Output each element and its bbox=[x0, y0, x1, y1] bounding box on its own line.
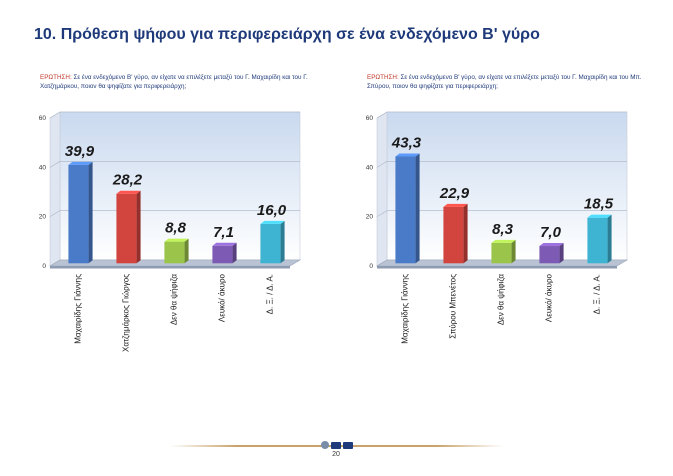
bar-side bbox=[463, 203, 468, 264]
bar-front bbox=[395, 156, 416, 264]
bar-side bbox=[607, 214, 612, 264]
bar-top bbox=[443, 203, 468, 207]
y-tick-label: 0 bbox=[369, 263, 373, 270]
category-label: Δεν θα ψήφιζα bbox=[170, 274, 179, 326]
data-label: 18,5 bbox=[584, 196, 614, 213]
bar-side bbox=[415, 153, 420, 264]
bar-side bbox=[559, 243, 564, 264]
data-label: 8,8 bbox=[165, 220, 187, 237]
bar-front bbox=[68, 164, 89, 264]
bar-top bbox=[68, 161, 93, 165]
bar-top bbox=[260, 220, 285, 224]
gridline bbox=[376, 210, 627, 217]
bar-front bbox=[212, 245, 233, 264]
bar-front bbox=[116, 193, 137, 264]
bar-1 bbox=[68, 161, 93, 264]
question-label: ΕΡΩΤΗΣΗ: bbox=[367, 74, 399, 81]
bar-top bbox=[395, 153, 420, 157]
gridline bbox=[49, 161, 300, 168]
bar-side bbox=[232, 242, 237, 264]
bar-front bbox=[587, 217, 608, 264]
gridline bbox=[49, 111, 300, 119]
bar-top bbox=[491, 239, 516, 243]
page-number: 20 bbox=[332, 451, 340, 458]
bar-2 bbox=[443, 203, 468, 264]
bar-3 bbox=[491, 239, 516, 264]
bar-top bbox=[164, 238, 189, 242]
bar-front bbox=[539, 246, 560, 264]
category-label: Χατζημάρκος Γιώργος bbox=[122, 274, 131, 352]
chart-floor-edge bbox=[50, 266, 290, 269]
bar-chart-right: 0 20 40 60 43,3 Μαχαιρίδης Γιάννης 22,9 Σπύρου … bbox=[366, 111, 629, 344]
bar-top bbox=[116, 190, 141, 194]
bar-top bbox=[212, 242, 237, 246]
category-label: Λευκό/ άκυρο bbox=[218, 273, 227, 322]
bar-side bbox=[88, 161, 93, 264]
data-label: 7,0 bbox=[540, 224, 562, 241]
bar-5 bbox=[260, 220, 285, 264]
data-label: 8,3 bbox=[492, 221, 514, 238]
gridline bbox=[376, 111, 627, 119]
company-logo bbox=[314, 440, 360, 450]
question-body: Σε ένα ενδεχόμενο Β' γύρο, αν είχατε να … bbox=[367, 74, 642, 90]
chart-back-wall bbox=[59, 111, 301, 261]
bar-side bbox=[280, 220, 285, 264]
chart-back-wall bbox=[386, 111, 628, 261]
data-label: 28,2 bbox=[112, 172, 143, 189]
chart-floor-edge bbox=[377, 266, 617, 269]
question-body: Σε ένα ενδεχόμενο Β' γύρο, αν είχατε να … bbox=[40, 74, 308, 90]
bar-5 bbox=[587, 214, 612, 264]
data-label: 39,9 bbox=[65, 143, 95, 160]
question-text-right: ΕΡΩΤΗΣΗ: Σε ένα ενδεχόμενο Β' γύρο, αν ε… bbox=[367, 73, 657, 91]
y-tick-label: 0 bbox=[42, 263, 46, 270]
y-tick-label: 60 bbox=[366, 115, 374, 122]
gridline bbox=[376, 161, 627, 168]
bar-3 bbox=[164, 238, 189, 264]
gridline bbox=[49, 210, 300, 217]
y-tick-label: 20 bbox=[39, 214, 47, 221]
bar-top bbox=[587, 214, 612, 218]
page-title: 10. Πρόθεση ψήφου για περιφερειάρχη σε έ… bbox=[34, 26, 540, 43]
y-tick-label: 20 bbox=[366, 214, 374, 221]
bar-1 bbox=[395, 153, 420, 264]
category-label: Δ. Ξ. / Δ. Α. bbox=[266, 274, 275, 314]
data-label: 16,0 bbox=[257, 202, 287, 219]
bar-2 bbox=[116, 190, 141, 264]
category-label: Δ. Ξ. / Δ. Α. bbox=[593, 274, 602, 314]
bar-4 bbox=[539, 243, 564, 264]
data-label: 7,1 bbox=[213, 224, 234, 241]
bar-front bbox=[164, 241, 185, 264]
data-label: 22,9 bbox=[439, 185, 470, 202]
category-label: Μαχαιρίδης Γιάννης bbox=[74, 274, 83, 344]
bar-front bbox=[260, 223, 281, 264]
bar-4 bbox=[212, 242, 237, 264]
category-label: Δεν θα ψήφιζα bbox=[497, 274, 506, 326]
y-tick-label: 40 bbox=[366, 164, 374, 171]
bar-front bbox=[443, 206, 464, 264]
bar-side bbox=[511, 239, 516, 264]
chart-side-wall bbox=[49, 111, 61, 267]
y-tick-label: 40 bbox=[39, 164, 47, 171]
bar-top bbox=[539, 243, 564, 247]
question-text-left: ΕΡΩΤΗΣΗ: Σε ένα ενδεχόμενο Β' γύρο, αν ε… bbox=[40, 73, 330, 91]
bar-side bbox=[184, 238, 189, 264]
question-label: ΕΡΩΤΗΣΗ: bbox=[40, 74, 72, 81]
bar-side bbox=[136, 190, 141, 264]
category-label: Λευκό/ άκυρο bbox=[545, 273, 554, 322]
category-label: Σπύρου Μπενέτος bbox=[449, 274, 458, 339]
data-label: 43,3 bbox=[391, 134, 422, 151]
bar-front bbox=[491, 242, 512, 264]
bar-chart-left: 0 20 40 60 39,9 Μαχαιρίδης Γιάννης 28,2 Χατζημά… bbox=[39, 111, 302, 352]
y-tick-label: 60 bbox=[39, 115, 47, 122]
category-label: Μαχαιρίδης Γιάννης bbox=[401, 274, 410, 344]
chart-side-wall bbox=[376, 111, 388, 267]
